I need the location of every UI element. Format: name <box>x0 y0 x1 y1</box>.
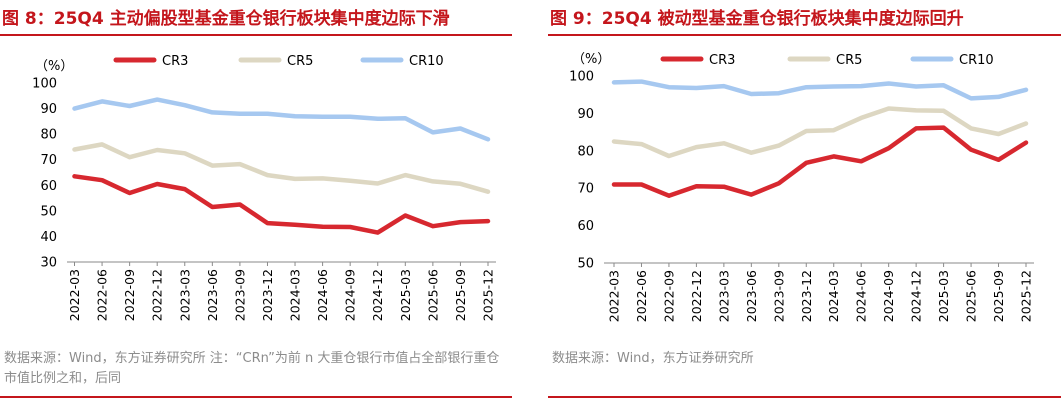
chart-panel-right: 图 9：25Q4 被动型基金重仓银行板块集中度边际回升 （%） 50 60 70 80 9… <box>548 0 1061 400</box>
series-line-cr10 <box>611 79 1029 101</box>
y-tick-label: 50 <box>577 257 594 272</box>
source-note: 数据来源：Wind，东方证券研究所 <box>552 351 754 366</box>
x-tick-label: 2022-06 <box>634 270 649 322</box>
source-note: 数据来源：Wind，东方证券研究所 注：“CRn”为前 n 大重仓银行市值占全部… <box>4 351 500 386</box>
x-tick-label: 2025-09 <box>991 270 1006 322</box>
x-tick-label: 2022-12 <box>150 269 165 321</box>
y-tick-label: 60 <box>40 179 57 194</box>
x-tick-label: 2024-12 <box>909 270 924 322</box>
y-tick-label: 50 <box>40 204 57 219</box>
x-tick-label: 2022-09 <box>122 269 137 321</box>
x-tick-label: 2024-03 <box>826 270 841 322</box>
y-axis-label: （%） <box>35 59 73 74</box>
y-tick-label: 80 <box>577 144 594 159</box>
y-tick-label: 60 <box>577 219 594 234</box>
chart-title: 图 9：25Q4 被动型基金重仓银行板块集中度边际回升 <box>550 9 964 29</box>
series-line-cr3 <box>611 125 1029 198</box>
x-tick-label: 2024-06 <box>854 270 869 322</box>
x-tick-label: 2023-09 <box>232 269 247 321</box>
x-tick-label: 2025-06 <box>964 270 979 322</box>
y-tick-label: 70 <box>40 153 57 168</box>
y-tick-label: 100 <box>32 77 57 92</box>
y-tick-label: 40 <box>40 230 57 245</box>
x-tick-label: 2022-03 <box>607 270 622 322</box>
x-tick-label: 2023-12 <box>260 269 275 321</box>
x-tick-label: 2024-09 <box>343 269 358 321</box>
legend-label-cr10: CR10 <box>409 54 444 69</box>
y-tick-label: 70 <box>577 182 594 197</box>
x-tick-label: 2024-03 <box>288 269 303 321</box>
x-tick-label: 2022-06 <box>95 269 110 321</box>
chart-title: 图 8：25Q4 主动偏股型基金重仓银行板块集中度边际下滑 <box>2 9 450 29</box>
bottom-rule <box>0 396 512 398</box>
x-tick-label: 2024-12 <box>370 269 385 321</box>
x-tick-label: 2025-03 <box>398 269 413 321</box>
series-line-cr3 <box>72 174 491 235</box>
legend-label-cr3: CR3 <box>162 54 188 69</box>
legend-label-cr10: CR10 <box>959 53 994 68</box>
x-tick-label: 2023-03 <box>716 270 731 322</box>
x-tick-label: 2024-09 <box>881 270 896 322</box>
x-tick-label: 2025-09 <box>453 269 468 321</box>
x-tick-label: 2025-12 <box>1019 270 1034 322</box>
line-chart-active-funds: （%） 30 40 50 60 70 80 90 100 2022-03 2022-06 2022-0… <box>32 54 496 321</box>
x-tick-label: 2023-06 <box>205 269 220 321</box>
chart-panel-left: 图 8：25Q4 主动偏股型基金重仓银行板块集中度边际下滑 （%） 30 40 50 6… <box>0 0 512 400</box>
x-tick-label: 2022-03 <box>67 269 82 321</box>
series-line-cr5 <box>611 106 1029 159</box>
x-tick-label: 2025-03 <box>936 270 951 322</box>
y-axis-label: （%） <box>572 52 610 67</box>
x-tick-label: 2025-12 <box>481 269 496 321</box>
title-rule <box>548 34 1061 36</box>
series-line-cr5 <box>72 142 491 194</box>
x-tick-label: 2024-06 <box>315 269 330 321</box>
x-tick-label: 2022-09 <box>661 270 676 322</box>
x-tick-label: 2023-06 <box>744 270 759 322</box>
legend-label-cr3: CR3 <box>709 53 735 68</box>
bottom-rule <box>548 396 1061 398</box>
x-tick-label: 2023-03 <box>177 269 192 321</box>
x-tick-label: 2023-12 <box>799 270 814 322</box>
x-tick-label: 2023-09 <box>771 270 786 322</box>
x-tick-label: 2022-12 <box>689 270 704 322</box>
y-tick-label: 90 <box>40 102 57 117</box>
x-tick-label: 2025-06 <box>425 269 440 321</box>
legend-label-cr5: CR5 <box>287 54 313 69</box>
legend-label-cr5: CR5 <box>836 53 862 68</box>
y-tick-label: 30 <box>40 256 57 271</box>
series-line-cr10 <box>72 97 491 142</box>
title-rule <box>0 34 512 36</box>
y-tick-label: 100 <box>569 70 594 85</box>
y-tick-label: 90 <box>577 107 594 122</box>
y-tick-label: 80 <box>40 128 57 143</box>
line-chart-passive-funds: （%） 50 60 70 80 90 100 2022-03 2022-06 2022-09 202… <box>569 52 1034 322</box>
